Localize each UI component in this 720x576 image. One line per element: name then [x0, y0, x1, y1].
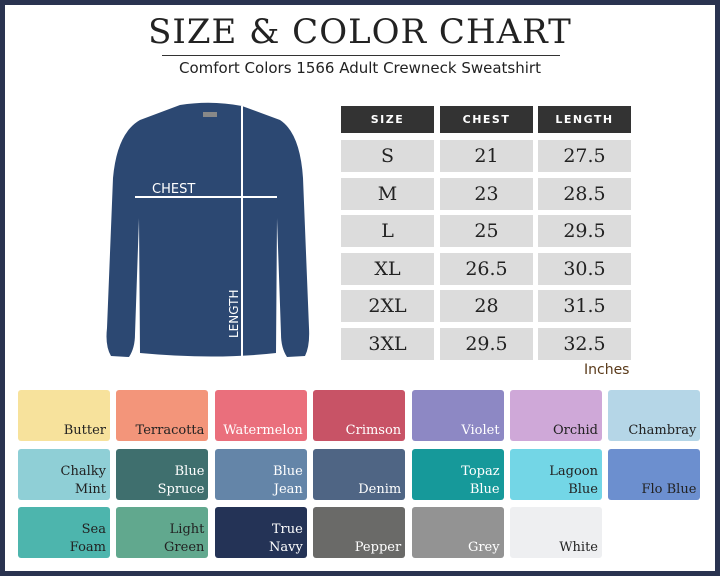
color-swatch: Butter	[18, 390, 110, 441]
table-cell: 23	[440, 177, 533, 210]
units-label: Inches	[584, 362, 630, 378]
color-swatch: Light Green	[116, 507, 209, 558]
color-swatch: Orchid	[510, 390, 602, 441]
chest-label: CHEST	[152, 182, 195, 197]
table-header-chest: CHEST	[440, 106, 533, 133]
table-cell: 31.5	[538, 290, 631, 323]
color-swatch: Denim	[313, 448, 406, 500]
sweatshirt-diagram: CHEST LENGTH	[106, 102, 310, 358]
table-cell: 21	[440, 140, 533, 172]
sweatshirt-image	[106, 102, 310, 358]
table-cell: 29.5	[538, 215, 631, 248]
color-swatch: Terracotta	[116, 390, 209, 441]
table-cell: 28	[440, 290, 533, 323]
color-swatch: White	[510, 507, 602, 558]
table-cell: M	[341, 177, 434, 210]
color-swatch: Violet	[411, 390, 504, 441]
table-cell: 2XL	[341, 290, 434, 323]
table-cell: S	[341, 140, 434, 172]
neck-label	[203, 112, 217, 117]
subtitle: Comfort Colors 1566 Adult Crewneck Sweat…	[179, 59, 541, 77]
table-cell: 28.5	[538, 177, 631, 210]
color-swatch: Chambray	[608, 390, 701, 441]
color-swatch: Crimson	[313, 390, 406, 441]
table-cell: 32.5	[538, 328, 631, 360]
page-title: SIZE & COLOR CHART	[148, 12, 572, 52]
color-swatch: Chalky Mint	[18, 448, 110, 500]
title-divider	[162, 55, 560, 56]
table-cell: 26.5	[440, 252, 533, 285]
table-header-length: LENGTH	[538, 106, 631, 133]
table-header-size: SIZE	[341, 106, 434, 133]
color-swatch: Flo Blue	[608, 448, 701, 500]
table-cell: L	[341, 215, 434, 248]
table-cell: 29.5	[440, 328, 533, 360]
table-cell: 27.5	[538, 140, 631, 172]
color-swatch: Sea Foam	[18, 507, 110, 558]
table-cell: 3XL	[341, 328, 434, 360]
color-swatch: Topaz Blue	[411, 448, 504, 500]
table-cell: 25	[440, 215, 533, 248]
color-swatch: Pepper	[313, 507, 406, 558]
color-swatch: True Navy	[214, 507, 307, 558]
color-swatch: Watermelon	[214, 390, 307, 441]
color-swatch: Lagoon Blue	[510, 448, 602, 500]
color-swatch: Grey	[411, 507, 504, 558]
table-cell: 30.5	[538, 252, 631, 285]
table-cell: XL	[341, 252, 434, 285]
length-label: LENGTH	[227, 290, 241, 338]
color-swatch: Blue Jean	[214, 448, 307, 500]
color-swatch: Blue Spruce	[116, 448, 209, 500]
